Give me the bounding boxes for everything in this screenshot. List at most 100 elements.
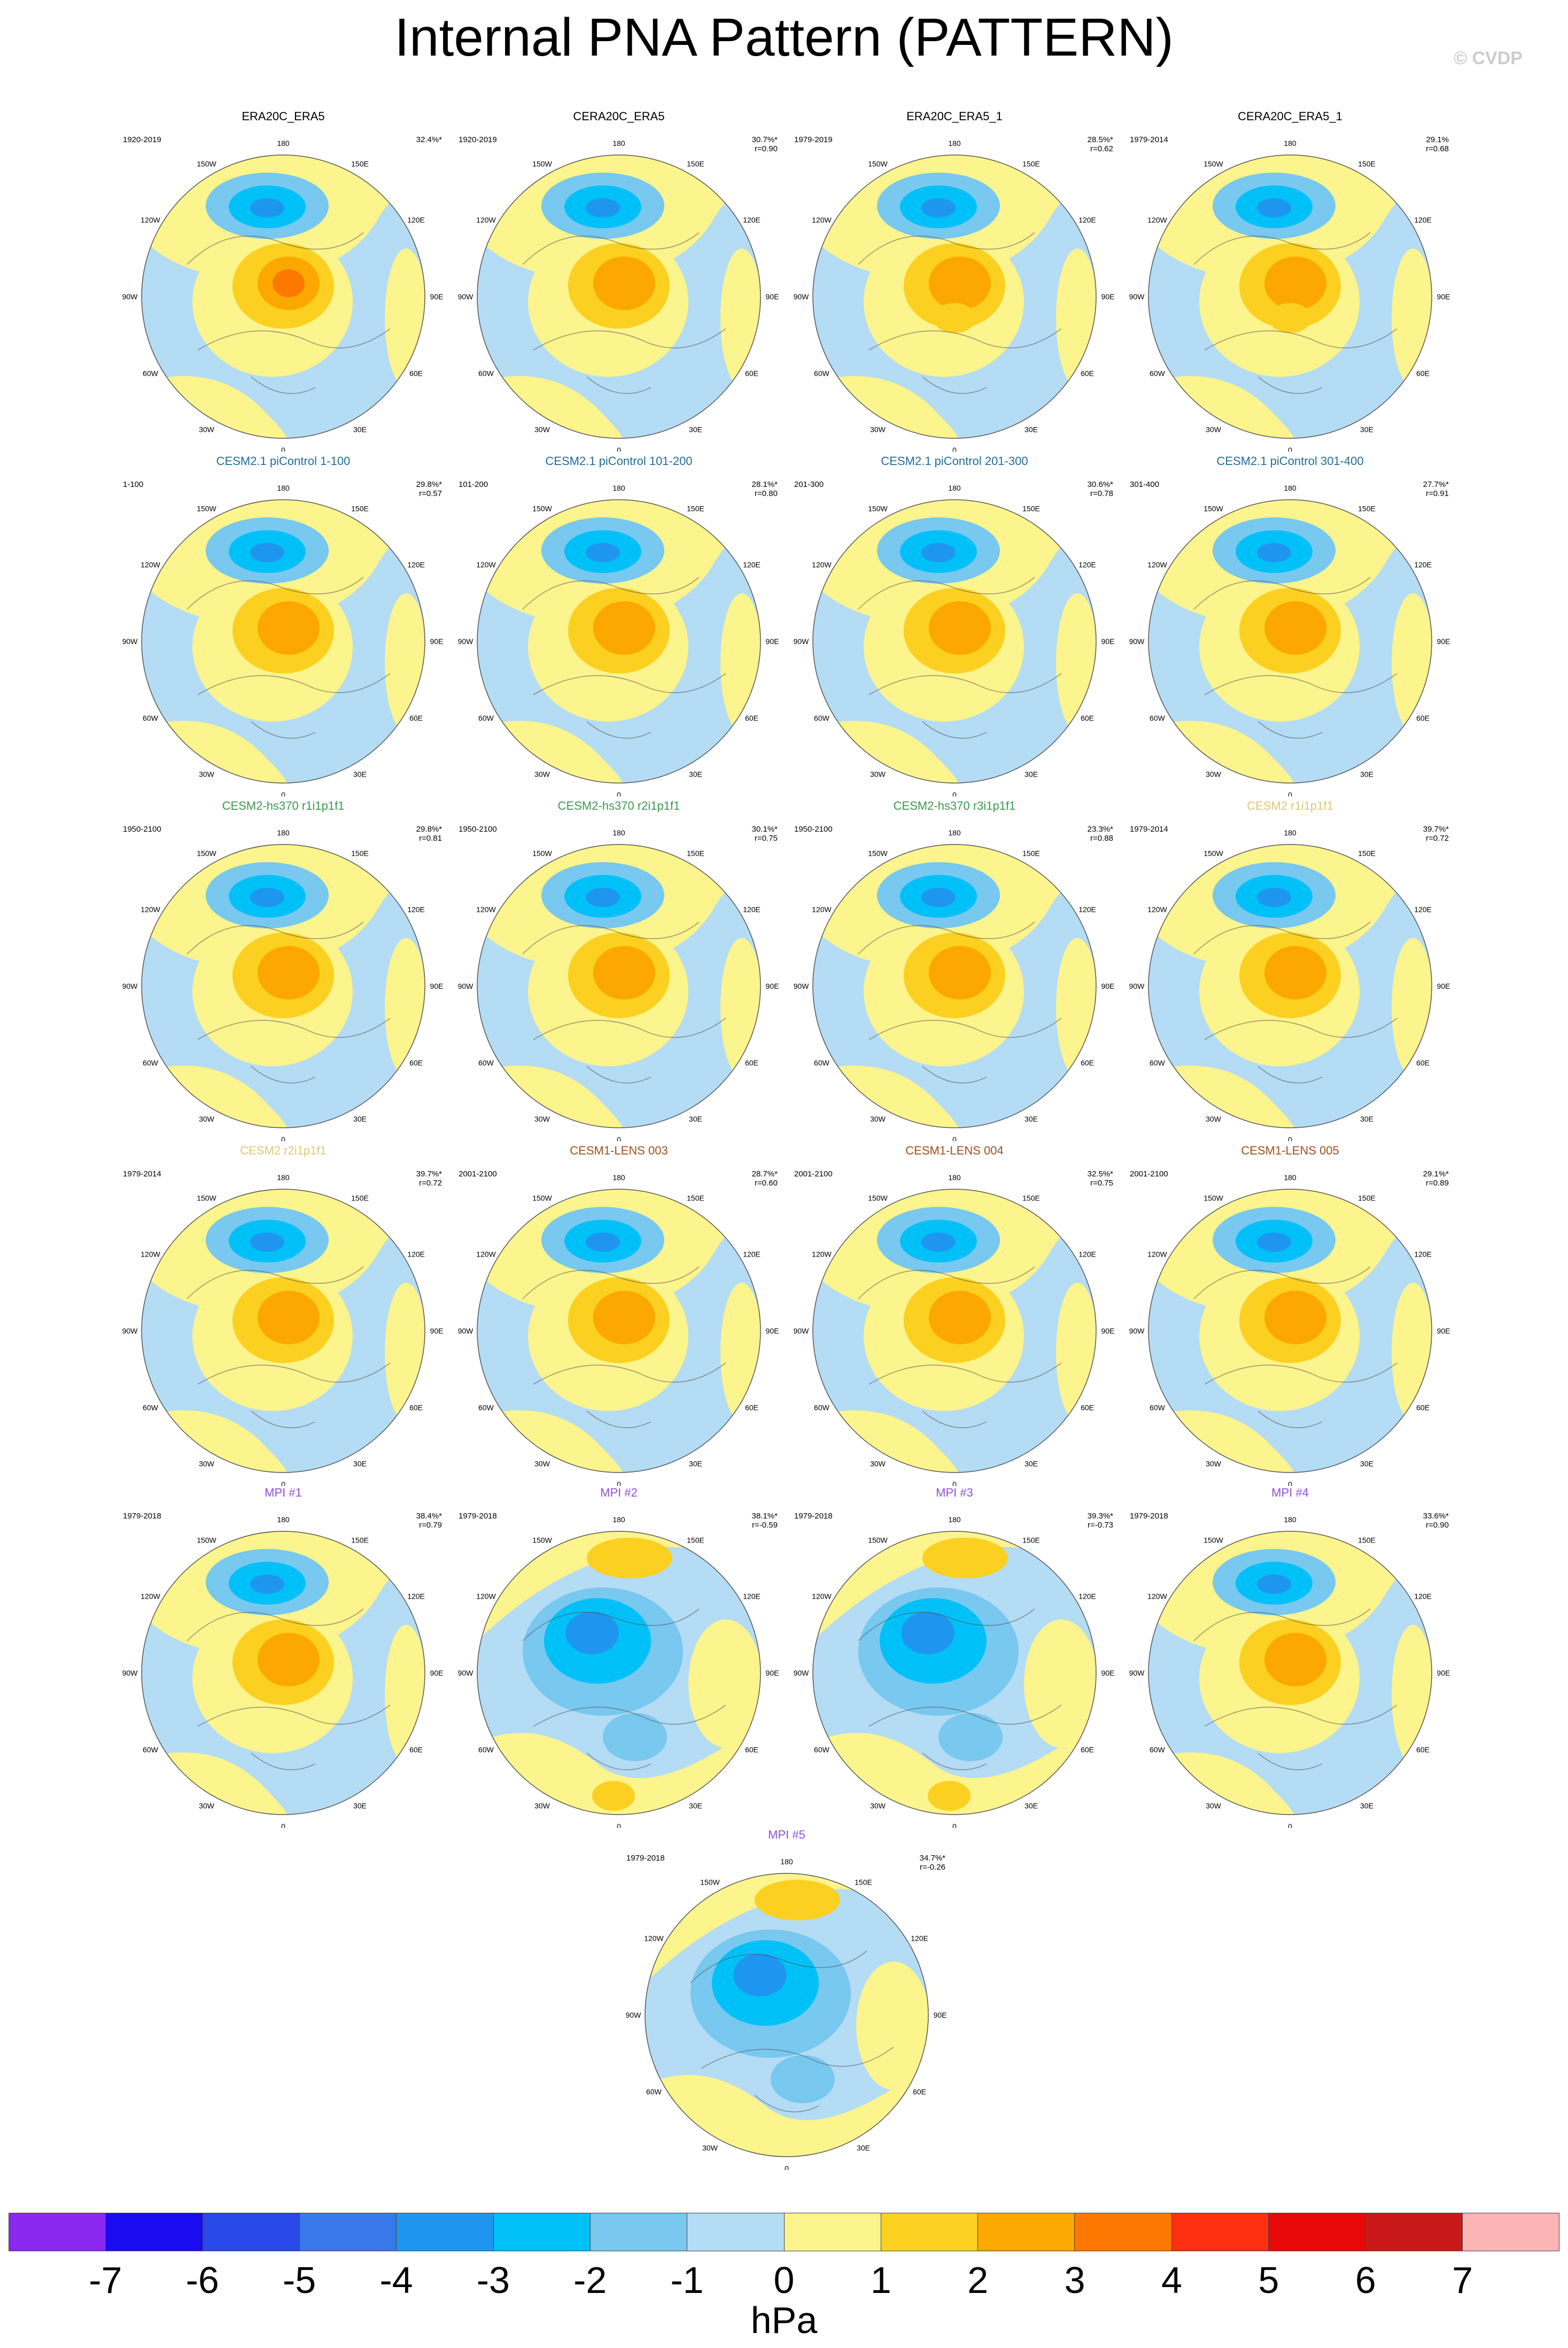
longitude-label: 0 (617, 1135, 621, 1141)
longitude-label: 90E (766, 637, 779, 646)
colorbar-tick-label: -2 (573, 2259, 607, 2301)
longitude-label: 60E (745, 1746, 758, 1754)
longitude-label: 60E (409, 1059, 423, 1067)
longitude-label: 120E (1078, 561, 1096, 569)
longitude-label: 30W (534, 770, 550, 779)
longitude-label: 90E (766, 1327, 779, 1335)
panel-stats: 38.4%* r=0.79 (393, 1512, 442, 1530)
panel-correlation: r=0.89 (1426, 1179, 1449, 1188)
panel-stats: 28.5%* r=0.62 (1064, 135, 1113, 153)
longitude-label: 180 (948, 1515, 961, 1524)
map-panel: ERA20C_ERA5_1 1979-2019 28.5%* r=0.62 180 150… (778, 110, 1131, 452)
longitude-label: 30W (534, 1115, 550, 1123)
colorbar-swatch (9, 2213, 106, 2251)
longitude-label: 0 (617, 791, 621, 796)
panel-years: 1950-2100 (459, 825, 497, 834)
longitude-label: 30W (199, 1115, 215, 1123)
colorbar-swatch (880, 2213, 978, 2251)
panel-title: CESM2 r1i1p1f1 (1247, 799, 1333, 812)
pattern-field (813, 844, 1096, 1128)
panel-title: CESM2.1 piControl 101-200 (545, 454, 693, 468)
longitude-label: 30E (353, 770, 367, 779)
panel-variance-pct: 34.7%* (919, 1854, 945, 1863)
panel-correlation: r=0.57 (419, 489, 442, 498)
longitude-label: 180 (948, 1173, 961, 1182)
longitude-label: 60W (1150, 1746, 1166, 1754)
longitude-label: 120W (812, 216, 832, 224)
panel-stats: 30.6%* r=0.78 (1064, 480, 1113, 498)
longitude-label: 30E (1360, 1802, 1373, 1810)
map-panel: CESM2 r1i1p1f1 1979-2014 39.7%* r=0.72 180 15… (1114, 799, 1466, 1141)
longitude-label: 90E (430, 1327, 444, 1335)
longitude-label: 0 (281, 791, 285, 796)
longitude-label: 90W (122, 982, 138, 990)
colorbar-tick-label: 6 (1355, 2259, 1376, 2301)
longitude-label: 150E (687, 504, 704, 513)
longitude-label: 0 (1288, 1822, 1292, 1828)
longitude-label: 30W (870, 1115, 886, 1123)
pattern-field (142, 844, 425, 1128)
longitude-label: 180 (277, 484, 290, 492)
pattern-field (477, 1189, 760, 1473)
longitude-label: 180 (948, 828, 961, 837)
longitude-label: 150W (532, 849, 552, 857)
longitude-label: 30W (1206, 1802, 1222, 1810)
longitude-label: 90W (1129, 1669, 1145, 1677)
longitude-label: 30W (1206, 770, 1222, 779)
panel-variance-pct: 27.7%* (1423, 480, 1449, 489)
polar-map: 180 150E 120E 90E 60E 30E 0 30W 60W 90W 120W 150W (122, 828, 444, 1141)
longitude-label: 90E (766, 982, 779, 990)
panel-title: CESM2-hs370 r3i1p1f1 (893, 799, 1016, 812)
polar-map: 180 150E 120E 90E 60E 30E 0 30W 60W 90W 120W 150W (458, 1173, 779, 1486)
map-border (477, 1531, 761, 1815)
map-border (477, 844, 761, 1128)
longitude-label: 120E (1078, 216, 1096, 224)
longitude-label: 0 (617, 446, 621, 452)
longitude-label: 150E (1358, 159, 1376, 168)
longitude-label: 60E (1081, 1404, 1094, 1412)
map-border (812, 1189, 1097, 1473)
map-panel: MPI #4 1979-2018 33.6%* r=0.90 180 150E 120E 90… (1114, 1486, 1466, 1828)
longitude-label: 90E (1437, 982, 1450, 990)
longitude-label: 30E (353, 1802, 367, 1810)
longitude-label: 150W (1204, 1536, 1223, 1544)
panel-stats: 28.1%* r=0.80 (728, 480, 778, 498)
panel-title: CESM2.1 piControl 201-300 (881, 454, 1028, 468)
polar-map: 180 150E 120E 90E 60E 30E 0 30W 60W 90W 120W 150W (122, 484, 444, 796)
panel-years: 1920-2019 (123, 135, 161, 144)
longitude-label: 90W (794, 1669, 810, 1677)
panel-variance-pct: 38.1%* (751, 1512, 778, 1521)
map-panel: CERA20C_ERA5 1920-2019 30.7%* r=0.90 180 150E… (443, 110, 795, 452)
longitude-label: 150E (1022, 504, 1040, 513)
longitude-label: 60W (478, 714, 494, 723)
panel-stats: 39.3%* r=-0.73 (1064, 1512, 1113, 1530)
longitude-label: 90W (794, 637, 810, 646)
colorbar-swatch (687, 2213, 784, 2251)
colorbar-tick-label: 7 (1452, 2259, 1473, 2301)
longitude-label: 180 (1284, 139, 1297, 148)
panel-correlation: r=0.88 (1090, 834, 1113, 843)
longitude-label: 180 (612, 1173, 625, 1182)
longitude-label: 90E (1437, 637, 1450, 646)
longitude-label: 150E (351, 849, 369, 857)
longitude-label: 150W (1204, 159, 1223, 168)
longitude-label: 150E (1022, 1194, 1040, 1202)
longitude-label: 90W (458, 292, 474, 301)
longitude-label: 60W (1150, 369, 1166, 378)
longitude-label: 120W (476, 1592, 496, 1601)
longitude-label: 180 (277, 1173, 290, 1182)
longitude-label: 150W (868, 1194, 888, 1202)
panel-variance-pct: 23.3%* (1087, 825, 1113, 834)
longitude-label: 180 (1284, 1515, 1297, 1524)
polar-map: 180 150E 120E 90E 60E 30E 0 30W 60W 90W 120W 150W (1129, 1515, 1450, 1828)
panel-years: 1979-2018 (459, 1512, 497, 1521)
longitude-label: 120W (476, 561, 496, 569)
longitude-label: 30W (1206, 1460, 1222, 1468)
colorbar-swatch (105, 2213, 203, 2251)
map-panel: CESM2-hs370 r1i1p1f1 1950-2100 29.8%* r=0.8… (107, 799, 460, 1141)
panel-correlation: r=0.79 (419, 1521, 442, 1530)
map-panel: CESM2.1 piControl 301-400 301-400 27.7%* r=… (1114, 454, 1466, 796)
panel-variance-pct: 39.3%* (1087, 1512, 1113, 1521)
map-panel: MPI #2 1979-2018 38.1%* r=-0.59 180 150E 120E 9… (443, 1486, 795, 1828)
longitude-label: 90W (122, 1327, 138, 1335)
